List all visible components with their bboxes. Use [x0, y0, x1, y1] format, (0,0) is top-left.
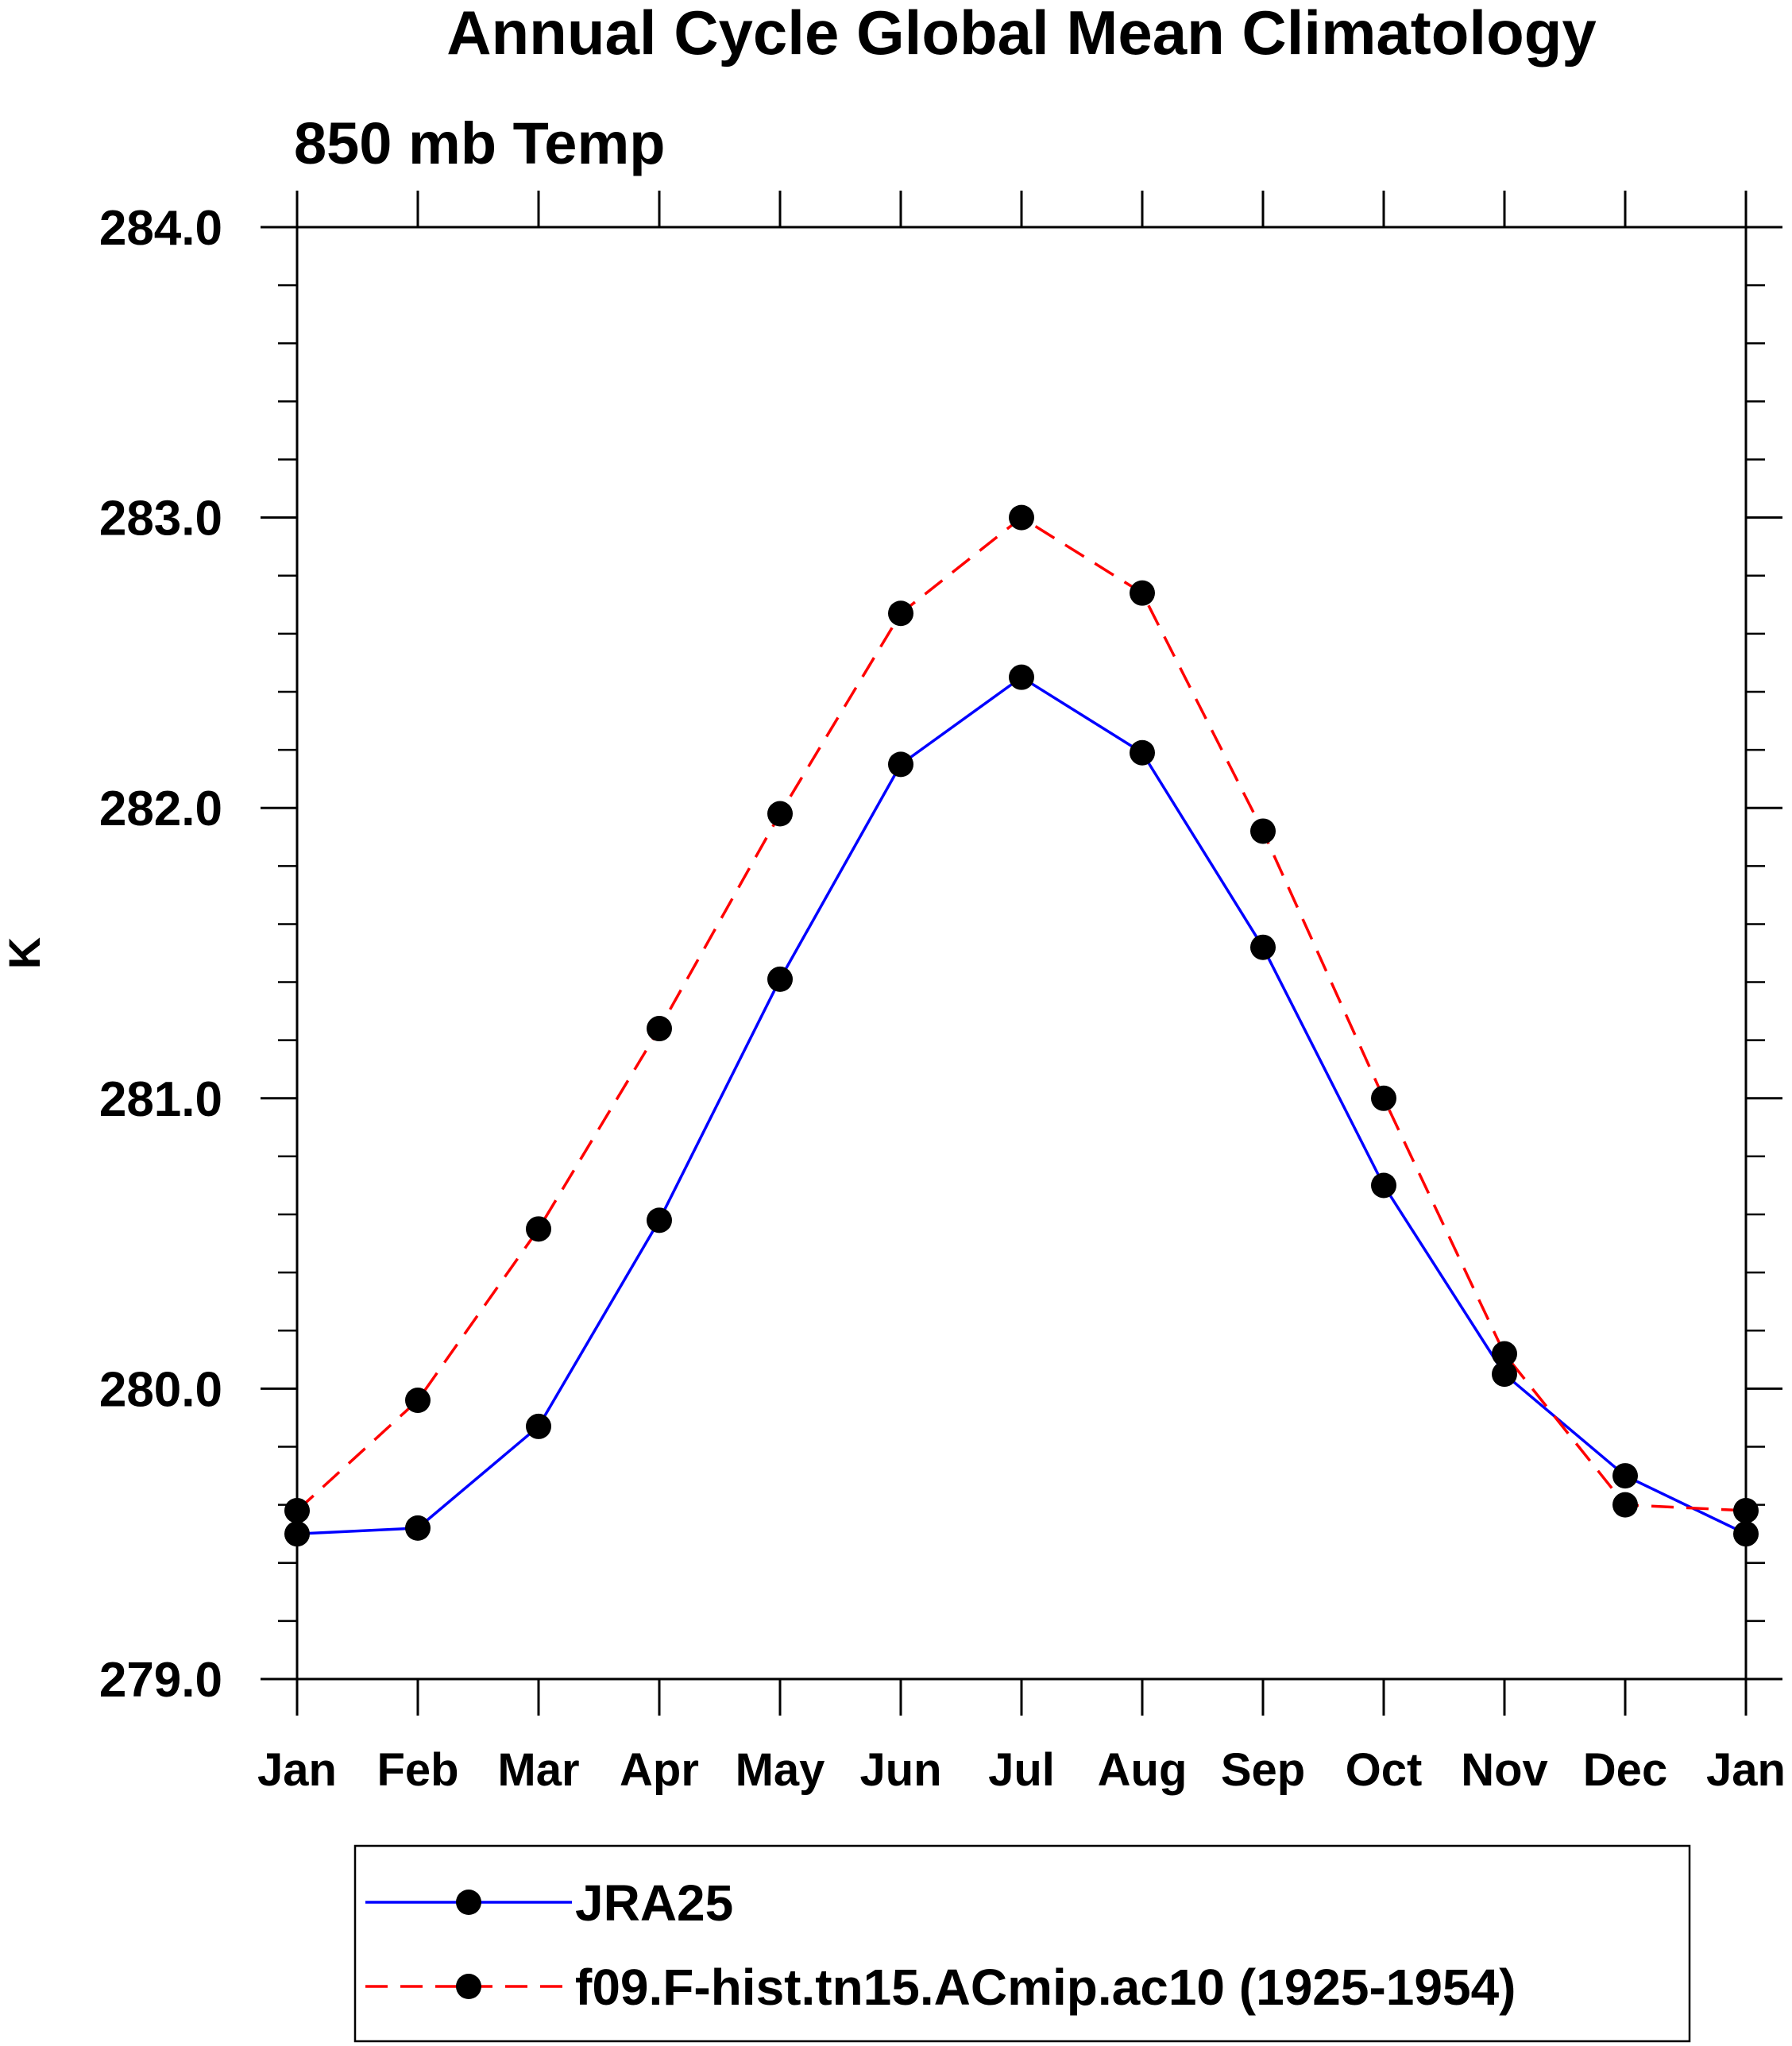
data-point-series-1 [888, 600, 913, 627]
x-tick-label: Dec [1583, 1744, 1667, 1796]
x-tick-label: Sep [1221, 1744, 1305, 1796]
y-tick-label: 281.0 [99, 1072, 222, 1127]
series-line-0 [296, 675, 1747, 1535]
data-point-series-1 [647, 1016, 672, 1042]
x-tick-label: Jun [859, 1744, 941, 1796]
x-tick-label: Apr [620, 1744, 699, 1796]
legend-marker-model [456, 1974, 481, 1999]
x-tick-labels: Jan Feb Mar Apr May Jun Jul Aug Sep Oct Nov Dec Jan [257, 1744, 1786, 1796]
x-tick-label: Oct [1346, 1744, 1423, 1796]
y-tick-label: 283.0 [99, 492, 222, 546]
y-tick-label: 279.0 [99, 1653, 222, 1708]
x-tick-label: May [736, 1744, 825, 1796]
x-tick-label: Jan [257, 1744, 337, 1796]
y-tick-label: 284.0 [99, 201, 222, 256]
data-point-series-1 [1612, 1492, 1638, 1518]
legend-box [353, 1844, 1691, 2043]
data-point-series-1 [1009, 504, 1034, 531]
major-ticks [261, 191, 1782, 1716]
data-point-series-0 [1371, 1172, 1396, 1199]
series-layer [284, 504, 1759, 1547]
data-point-series-0 [1612, 1463, 1638, 1489]
x-tick-label: Nov [1461, 1744, 1548, 1796]
minor-ticks [278, 284, 1765, 1623]
y-tick-label: 282.0 [99, 782, 222, 836]
legend-marker-jra25 [456, 1890, 481, 1915]
data-point-series-1 [1130, 580, 1155, 606]
data-point-series-1 [1492, 1341, 1517, 1367]
data-point-series-0 [1130, 739, 1155, 766]
y-axis-label: K [0, 937, 49, 969]
data-point-series-0 [405, 1515, 431, 1541]
data-point-series-0 [888, 751, 913, 778]
plot-frame [295, 226, 1748, 1681]
y-tick-labels: 279.0 280.0 281.0 282.0 283.0 284.0 [99, 201, 222, 1708]
y-tick-label: 280.0 [99, 1362, 222, 1417]
data-point-series-0 [647, 1207, 672, 1233]
legend: JRA25 f09.F-hist.tn15.ACmip.ac10 (1925-1… [353, 1844, 1691, 2043]
data-point-series-1 [767, 801, 793, 827]
data-point-series-0 [1492, 1361, 1517, 1388]
x-tick-label: Mar [497, 1744, 579, 1796]
data-point-series-0 [767, 966, 793, 992]
legend-entry-model: f09.F-hist.tn15.ACmip.ac10 (1925-1954) [365, 1959, 1516, 2016]
legend-label-model: f09.F-hist.tn15.ACmip.ac10 (1925-1954) [575, 1959, 1516, 2016]
x-tick-label: Jul [988, 1744, 1055, 1796]
x-tick-label: Aug [1098, 1744, 1188, 1796]
data-point-series-1 [1250, 818, 1276, 844]
chart-subtitle: 850 mb Temp [294, 110, 665, 176]
legend-label-jra25: JRA25 [575, 1874, 733, 1932]
x-tick-label: Jan [1706, 1744, 1786, 1796]
x-tick-label: Feb [377, 1744, 458, 1796]
chart-title: Annual Cycle Global Mean Climatology [446, 0, 1597, 68]
data-point-series-0 [1250, 934, 1276, 960]
data-point-series-1 [526, 1216, 551, 1242]
data-point-series-1 [405, 1388, 431, 1414]
data-point-series-1 [1371, 1085, 1396, 1111]
data-point-series-0 [1009, 664, 1034, 690]
legend-entry-jra25: JRA25 [365, 1874, 733, 1932]
data-point-series-0 [526, 1413, 551, 1439]
